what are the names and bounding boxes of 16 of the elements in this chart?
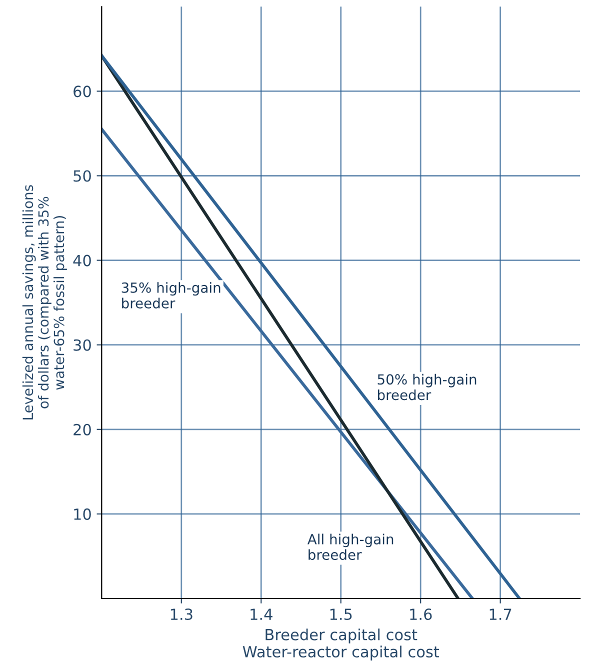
y-tick-label: 60 xyxy=(74,86,91,98)
x-tick-label: 1.3 xyxy=(170,608,192,620)
y-axis-title: Levelized annual savings, millions of dollars (compared with 35% water-65% fossil pattern) xyxy=(22,185,67,420)
y-tick-label: 40 xyxy=(73,254,91,266)
x-axis-title: Breeder capital cost Water-reactor capital cost xyxy=(242,628,440,660)
annotation: 50% high-gain breeder xyxy=(378,374,476,400)
annotation: 35% high-gain breeder xyxy=(122,282,220,308)
x-tick-label: 1.7 xyxy=(490,608,512,620)
x-tick-label: 1.4 xyxy=(250,608,272,620)
x-tick-label: 1.6 xyxy=(410,608,432,620)
y-tick-label: 50 xyxy=(74,170,91,182)
y-tick-label: 10 xyxy=(74,508,91,520)
x-tick-label: 1.5 xyxy=(330,608,352,620)
y-tick-label: 20 xyxy=(74,424,91,436)
y-tick-label: 30 xyxy=(74,339,91,351)
annotation: All high-gain breeder xyxy=(307,534,394,560)
